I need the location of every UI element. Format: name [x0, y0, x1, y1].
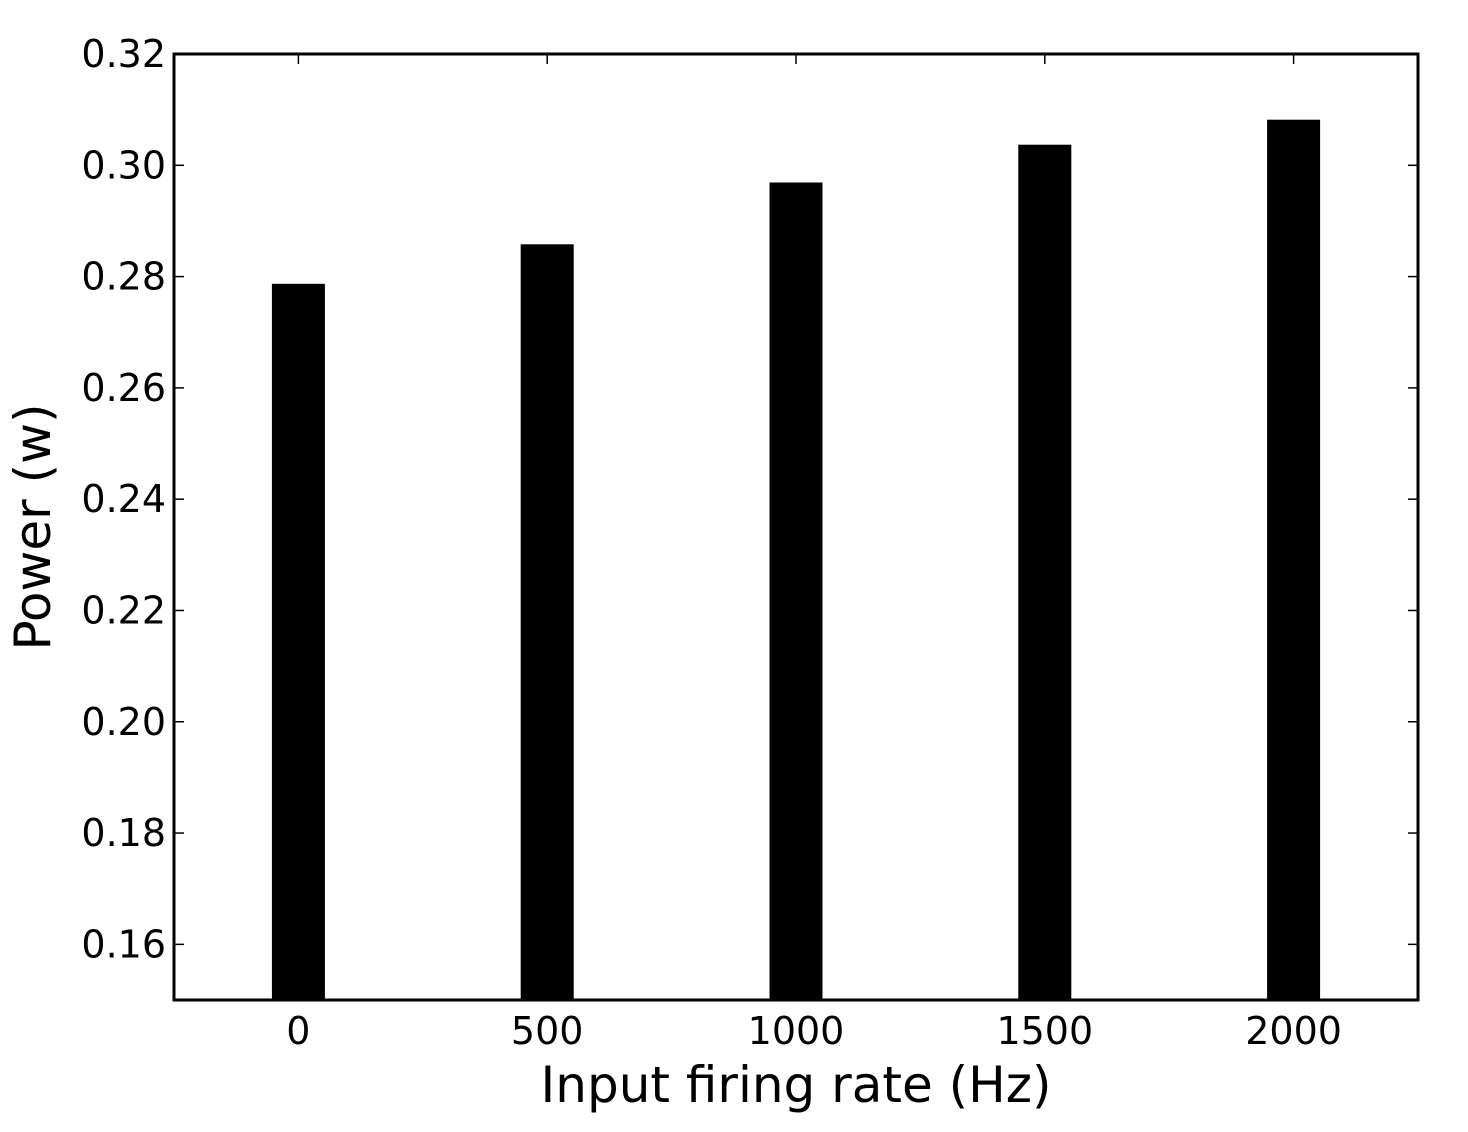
bar-1500 [1018, 144, 1072, 1000]
y-tick-label-0.18: 0.18 [81, 811, 166, 855]
labels-layer: 0 500 1000 1500 2000 0.16 0.18 0.20 0.22 0.24 0.26… [81, 32, 1342, 1053]
y-tick-label-0.26: 0.26 [81, 366, 166, 410]
bars-layer [271, 119, 1321, 1001]
y-tick-label-0.28: 0.28 [81, 255, 166, 299]
bar-500 [520, 244, 574, 1001]
y-tick-label-0.16: 0.16 [81, 922, 166, 966]
x-tick-label-500: 500 [511, 1009, 584, 1053]
y-tick-label-0.24: 0.24 [81, 477, 166, 521]
y-tick-label-0.22: 0.22 [81, 588, 166, 632]
ticks-layer [174, 53, 1418, 1000]
y-tick-label-0.30: 0.30 [81, 143, 166, 187]
plot-frame [172, 52, 1420, 1002]
y-axis-title: Power (w) [4, 404, 62, 651]
bar-0 [271, 283, 325, 1000]
x-tick-label-0: 0 [286, 1009, 310, 1053]
bar-2000 [1267, 119, 1321, 1000]
bar-1000 [769, 182, 823, 1000]
y-tick-label-0.32: 0.32 [81, 32, 166, 76]
y-tick-label-0.20: 0.20 [81, 700, 166, 744]
x-tick-label-1500: 1500 [996, 1009, 1093, 1053]
x-tick-label-2000: 2000 [1245, 1009, 1342, 1053]
x-tick-label-1000: 1000 [748, 1009, 845, 1053]
x-axis-title: Input firing rate (Hz) [541, 1056, 1052, 1114]
